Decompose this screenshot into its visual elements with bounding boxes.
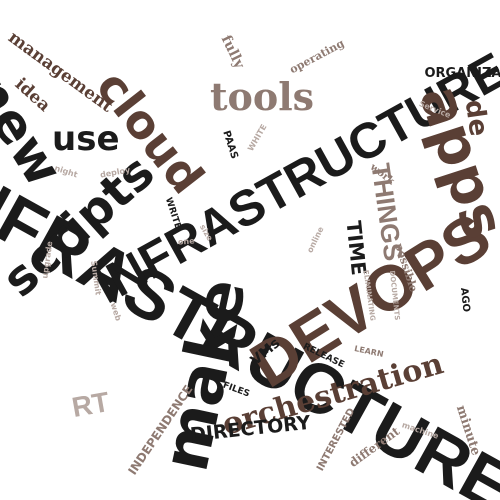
- word-use: use: [52, 119, 120, 159]
- word-organiza: ORGANIZA: [424, 65, 500, 81]
- word-ago: AGO: [457, 287, 472, 313]
- word-fully: fully: [217, 32, 247, 72]
- word-night: night: [53, 163, 79, 180]
- word-online: online: [305, 225, 326, 255]
- word-de: de: [458, 97, 494, 139]
- word-operating: operating: [287, 36, 347, 76]
- word-one: one: [177, 236, 195, 247]
- word-rt: RT: [69, 386, 112, 424]
- word-tools: tools: [210, 74, 315, 119]
- word-white: WHITE: [245, 122, 269, 153]
- word-paas: PAAS: [219, 129, 240, 161]
- word-time: TIME: [341, 219, 371, 277]
- word-learn: LEARN: [353, 344, 385, 359]
